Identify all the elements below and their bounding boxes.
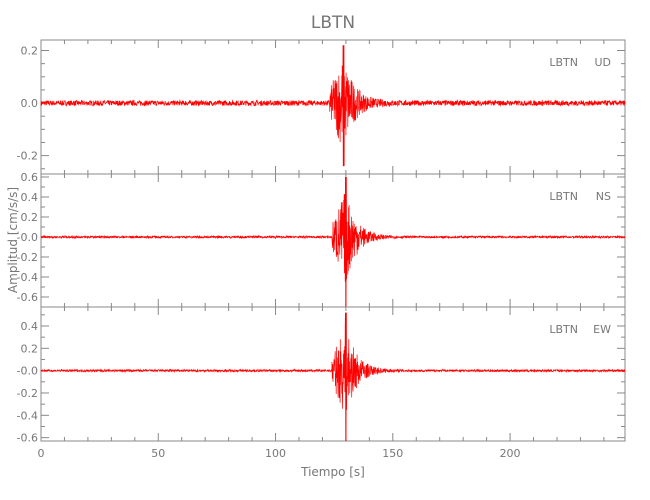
y-tick-label: 0.4 xyxy=(21,320,39,333)
y-tick-label: -0.2 xyxy=(17,150,38,163)
y-tick-label: 0.6 xyxy=(21,171,39,184)
y-tick-label: -0.4 xyxy=(17,271,38,284)
x-tick-label: 150 xyxy=(382,447,403,460)
x-axis-label: Tiempo [s] xyxy=(300,465,365,479)
y-tick-label: -0.4 xyxy=(17,409,38,422)
y-tick-label: -0.0 xyxy=(17,231,38,244)
panel-ud: 0.2 0.0 -0.2 LBTN UD xyxy=(17,39,626,175)
y-tick-label: -0.2 xyxy=(17,251,38,264)
component-label: EW xyxy=(593,323,611,336)
y-tick-label: 0.4 xyxy=(21,191,39,204)
chart-title: LBTN xyxy=(311,13,355,33)
x-tick-label: 200 xyxy=(500,447,521,460)
y-tick-label: -0.2 xyxy=(17,387,38,400)
panel-ns: 0.6 0.4 0.2 -0.0 -0.2 -0.4 -0.6 LBTN NS xyxy=(17,171,626,308)
y-tick-label: 0.0 xyxy=(21,97,39,110)
y-tick-label: 0.2 xyxy=(21,45,39,58)
x-tick-label: 100 xyxy=(265,447,286,460)
component-label: UD xyxy=(594,56,611,69)
y-tick-label: 0.2 xyxy=(21,342,39,355)
y-axis-label: Amplitud [cm/s/s] xyxy=(6,187,20,293)
station-label: LBTN xyxy=(549,190,578,203)
panel-frame xyxy=(40,306,626,442)
y-tick-label: -0.6 xyxy=(17,432,38,445)
station-label: LBTN xyxy=(549,323,578,336)
component-label: NS xyxy=(596,190,611,203)
panel-ew: 0.4 0.2 -0.0 -0.2 -0.4 -0.6 LBTN EW xyxy=(17,306,626,445)
station-label: LBTN xyxy=(549,56,578,69)
waveform-ns xyxy=(40,176,626,308)
waveform-ud xyxy=(40,45,626,167)
x-tick-label: 50 xyxy=(151,447,165,460)
y-tick-label: -0.6 xyxy=(17,291,38,304)
y-tick-label: -0.0 xyxy=(17,365,38,378)
x-tick-label: 0 xyxy=(38,447,45,460)
waveform-ew xyxy=(40,312,626,442)
y-tick-label: 0.2 xyxy=(21,211,39,224)
